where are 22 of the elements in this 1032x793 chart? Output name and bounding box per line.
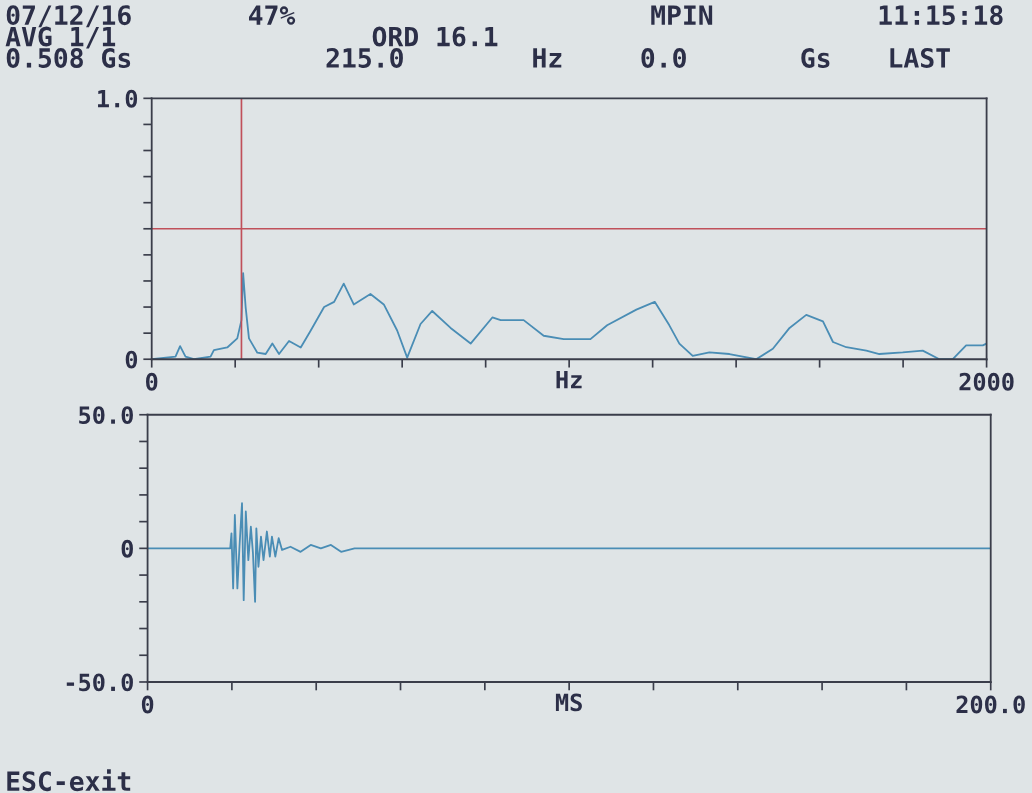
x-axis-title: MS bbox=[555, 693, 582, 712]
text: ORD 16.1 bbox=[372, 26, 498, 47]
x-tick-label: 200.0 bbox=[956, 695, 1025, 714]
text: 215.0 bbox=[326, 47, 403, 68]
y-tick-label: 0 bbox=[125, 350, 138, 369]
text: Gs bbox=[801, 47, 830, 68]
text: 0.0 bbox=[641, 47, 686, 68]
y-tick-label: 0 bbox=[121, 539, 133, 558]
text: AVG 1/1 bbox=[5, 26, 116, 49]
text: 11:15:18 bbox=[879, 5, 1003, 26]
text: Hz bbox=[533, 48, 562, 68]
y-tick-label: 1.0 bbox=[98, 89, 138, 108]
y-tick-label: -50.0 bbox=[66, 673, 133, 692]
text: 47% bbox=[249, 5, 296, 25]
text: 07/12/16 bbox=[6, 5, 131, 28]
y-tick-label: 50.0 bbox=[79, 406, 133, 425]
x-tick-label: 2000 bbox=[959, 372, 1014, 391]
line-series bbox=[147, 502, 991, 603]
text: ESC-exit bbox=[7, 769, 131, 792]
text: LAST bbox=[890, 47, 950, 68]
x-axis-title: Hz bbox=[556, 371, 582, 389]
text: MPIN bbox=[651, 5, 713, 25]
